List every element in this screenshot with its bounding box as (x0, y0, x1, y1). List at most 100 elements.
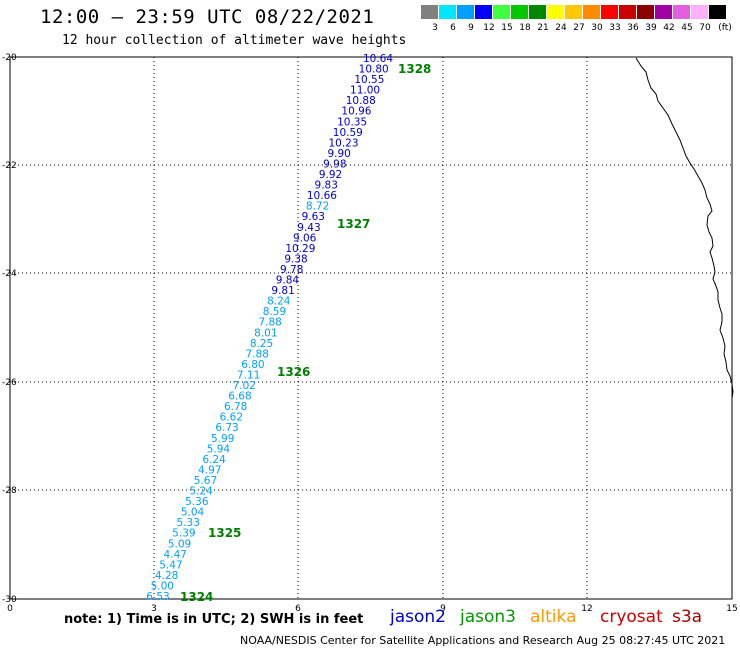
wave-height-label: 10.59 (333, 127, 363, 139)
wave-height-label: 10.64 (363, 53, 393, 65)
wave-height-label: 10.80 (359, 64, 389, 76)
legend-swatch (493, 5, 510, 19)
legend-unit: (ft) (718, 23, 732, 33)
wave-height-label: 5.09 (168, 538, 191, 550)
x-tick-label: 3 (151, 604, 157, 614)
units-note: note: 1) Time is in UTC; 2) SWH is in fe… (64, 612, 364, 627)
wave-height-label: 10.88 (346, 95, 376, 107)
wave-height-label: 10.35 (337, 116, 367, 128)
wave-height-label: 5.24 (189, 486, 213, 498)
footer-credit: NOAA/NESDIS Center for Satellite Applica… (240, 634, 726, 647)
wave-height-label: 8.72 (306, 201, 329, 213)
wave-height-label: 9.38 (284, 253, 307, 265)
legend-swatch (637, 5, 654, 19)
legend-label: 24 (555, 23, 567, 33)
legend-label: 15 (501, 23, 513, 33)
wave-height-label: 5.99 (211, 433, 234, 445)
wave-height-label: 11.00 (350, 85, 380, 97)
x-tick-label: 12 (581, 604, 592, 614)
legend-swatch (583, 5, 600, 19)
wave-height-label: 4.97 (198, 464, 221, 476)
wave-height-label: 9.43 (297, 222, 320, 234)
wave-height-label: 6.73 (215, 422, 238, 434)
wave-height-label: 9.90 (327, 148, 350, 160)
wave-height-label: 5.39 (172, 528, 195, 540)
wave-height-label: 7.02 (233, 380, 256, 392)
y-tick-label: -22 (2, 161, 17, 171)
legend-swatch (421, 5, 438, 19)
coastline (635, 57, 734, 399)
pass-number-label: 1327 (337, 217, 370, 231)
wave-height-label: 5.94 (207, 443, 231, 455)
legend-label: 27 (573, 23, 585, 33)
wave-height-label: 9.63 (302, 211, 325, 223)
wave-height-label: 4.47 (164, 549, 187, 561)
wave-height-label: 9.83 (315, 180, 338, 192)
legend-label: 45 (681, 23, 693, 33)
wave-height-label: 6.53 (146, 591, 169, 603)
wave-height-label: 9.84 (276, 275, 300, 287)
wave-height-label: 5.36 (185, 496, 209, 508)
y-tick-label: -26 (2, 378, 17, 388)
wave-height-label: 7.88 (246, 348, 269, 360)
y-tick-label: -24 (2, 269, 17, 279)
legend-label: 39 (645, 23, 657, 33)
legend-swatch (547, 5, 564, 19)
legend-label: 70 (699, 23, 711, 33)
wave-height-label: 6.78 (224, 401, 247, 413)
y-tick-label: -30 (2, 595, 17, 605)
satellite-name-jason2: jason2 (390, 607, 446, 627)
wave-height-label: 5.67 (194, 475, 217, 487)
legend-label: 30 (591, 23, 603, 33)
wave-height-label: 6.80 (241, 359, 264, 371)
legend-label: 33 (609, 23, 621, 33)
legend-swatch (709, 5, 726, 19)
legend-label: 9 (468, 23, 474, 33)
wave-height-label: 7.11 (237, 369, 260, 381)
map-title: 12:00 – 23:59 UTC 08/22/2021 (40, 6, 375, 28)
satellite-name-jason3: jason3 (460, 607, 516, 627)
pass-labels: 1328 1327 1326 1325 1324 (180, 62, 431, 604)
legend-swatch (673, 5, 690, 19)
satellite-name-cryosat: cryosat (600, 607, 663, 627)
legend-label: 36 (627, 23, 639, 33)
x-tick-label: 0 (7, 604, 13, 614)
wave-height-label: 9.98 (323, 158, 346, 170)
wave-height-label: 5.47 (159, 559, 182, 571)
satellite-name-altika: altika (530, 607, 577, 627)
wave-height-label: 10.96 (341, 106, 371, 118)
map-frame (9, 56, 733, 600)
observation-labels: 10.6410.8010.5511.0010.8810.9610.3510.59… (146, 53, 393, 603)
legend-label: 3 (432, 23, 438, 33)
pass-number-label: 1325 (208, 526, 241, 540)
wave-height-label: 5.04 (181, 507, 205, 519)
wave-height-label: 6.24 (202, 454, 226, 466)
legend-label: 12 (483, 23, 495, 33)
x-tick-label: 9 (440, 604, 446, 614)
wave-height-label: 6.62 (220, 412, 243, 424)
y-tick-label: -28 (2, 486, 17, 496)
legend-swatch (601, 5, 618, 19)
wave-height-label: 9.81 (271, 285, 294, 297)
wave-height-label: 9.92 (319, 169, 342, 181)
legend-swatch (691, 5, 708, 19)
axis-ticks: 0 3 6 9 12 15 -20 -22 -24 -26 -28 -30 (2, 53, 738, 614)
legend-label: 6 (450, 23, 456, 33)
legend-label: 21 (537, 23, 549, 33)
wave-height-label: 5.00 (151, 580, 174, 592)
satellite-name-s3a: s3a (672, 607, 703, 627)
legend-swatch (529, 5, 546, 19)
wave-height-label: 9.78 (280, 264, 303, 276)
legend-swatch (475, 5, 492, 19)
wave-height-label: 5.33 (177, 517, 200, 529)
wave-height-label: 10.55 (354, 74, 384, 86)
wave-height-label: 4.28 (155, 570, 178, 582)
map-grid (10, 57, 732, 599)
x-tick-label: 6 (295, 604, 301, 614)
legend-swatch (565, 5, 582, 19)
wave-height-label: 8.01 (254, 327, 277, 339)
pass-number-label: 1328 (398, 62, 431, 76)
legend-label: 42 (663, 23, 675, 33)
wave-height-label: 10.23 (328, 137, 358, 149)
